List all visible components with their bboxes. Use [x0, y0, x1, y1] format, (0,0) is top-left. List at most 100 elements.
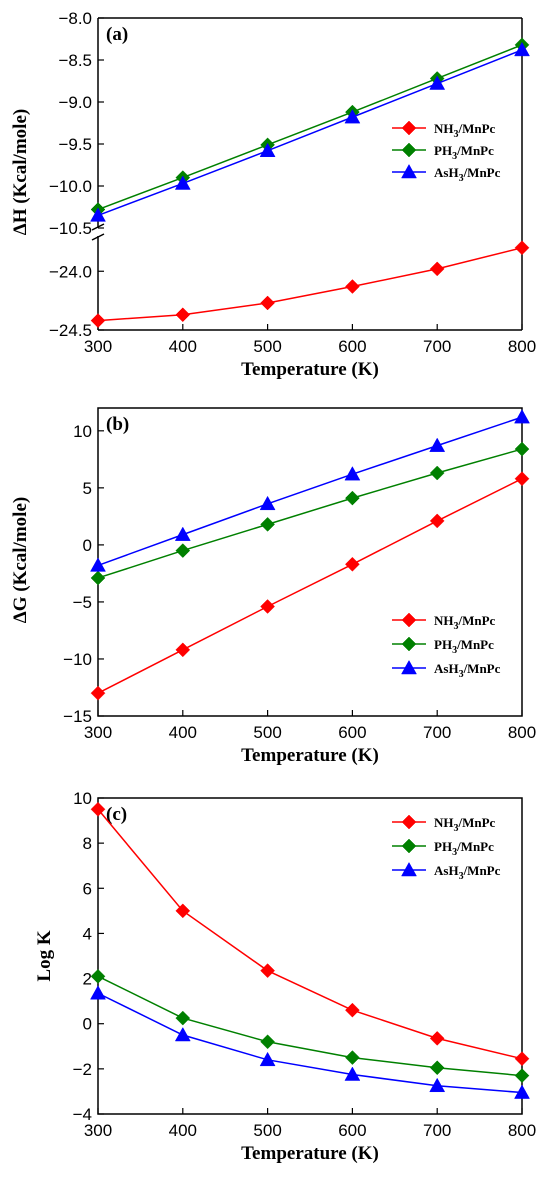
data-point-ph3 [514, 441, 530, 457]
x-tick-label: 500 [253, 337, 281, 356]
legend-marker-ash3 [401, 861, 417, 877]
data-point-ash3 [514, 41, 530, 57]
x-tick-label: 600 [338, 1121, 366, 1140]
x-tick-label: 800 [508, 1121, 536, 1140]
panel-label: (b) [106, 414, 129, 435]
y-tick-label: −9.5 [58, 135, 92, 154]
legend-marker-nh3 [401, 120, 417, 136]
x-tick-label: 400 [169, 337, 197, 356]
y-tick-label: 8 [83, 834, 92, 853]
y-tick-label: −10 [63, 650, 92, 669]
y-axis-title: ΔG (Kcal/mole) [10, 497, 31, 623]
data-point-nh3 [429, 261, 445, 277]
y-tick-label: −5 [73, 593, 92, 612]
data-point-ash3 [174, 526, 191, 541]
data-point-nh3 [345, 1002, 360, 1018]
legend-label-ash3: AsH3/MnPc [434, 165, 501, 184]
y-tick-label: −4 [73, 1105, 92, 1124]
axis-break-mark [91, 223, 105, 231]
data-point-ph3 [90, 968, 106, 984]
data-point-ash3 [90, 557, 106, 572]
data-point-nh3 [514, 1051, 530, 1067]
legend-marker-ph3 [401, 142, 417, 158]
y-tick-label: −24.0 [49, 262, 92, 281]
x-axis-title: Temperature (K) [241, 745, 379, 766]
data-point-nh3 [429, 1031, 445, 1046]
x-tick-label: 700 [423, 723, 451, 742]
data-point-ph3 [175, 543, 191, 558]
data-point-ash3 [174, 175, 191, 190]
y-tick-label: −24.5 [49, 321, 92, 340]
data-point-ph3 [429, 1060, 445, 1076]
legend-marker-ph3 [401, 838, 417, 854]
data-point-nh3 [345, 556, 360, 572]
y-tick-label: 4 [83, 924, 92, 943]
data-point-ash3 [259, 142, 276, 157]
x-tick-label: 700 [423, 337, 451, 356]
x-axis-title: Temperature (K) [241, 1143, 379, 1164]
y-tick-label: 6 [83, 879, 92, 898]
data-point-nh3 [175, 642, 191, 658]
panel-c: −4 −2 0 2 4 6 8 10 300 400 500 600 700 800 Temperature… [34, 789, 536, 1164]
x-tick-label: 800 [508, 337, 536, 356]
legend-label-ash3: AsH3/MnPc [434, 863, 501, 882]
series-line-nh3 [97, 478, 523, 694]
data-point-ash3 [174, 1026, 191, 1042]
legend-marker-nh3 [401, 612, 417, 628]
x-tick-label: 600 [338, 337, 366, 356]
series-line-ph3 [97, 44, 523, 211]
y-tick-label: −8.0 [58, 9, 92, 28]
series-line-nh3 [97, 808, 523, 1060]
data-point-ash3 [429, 437, 446, 452]
data-point-ash3 [514, 1084, 530, 1099]
x-tick-label: 300 [84, 723, 112, 742]
data-point-ash3 [259, 495, 276, 511]
data-point-ph3 [429, 465, 445, 481]
x-tick-label: 400 [169, 1121, 197, 1140]
x-tick-label: 400 [169, 723, 197, 742]
data-point-nh3 [260, 963, 275, 979]
data-point-nh3 [90, 801, 106, 817]
legend-marker-ph3 [401, 636, 417, 652]
y-tick-label: −2 [73, 1060, 92, 1079]
data-point-ash3 [90, 207, 106, 222]
legend-label-nh3: NH3/MnPc [434, 121, 496, 140]
series-line-ash3 [97, 49, 523, 217]
y-tick-label: 0 [83, 1015, 92, 1034]
x-tick-label: 500 [253, 1121, 281, 1140]
data-point-nh3 [90, 685, 106, 701]
series-line-ph3 [97, 975, 523, 1077]
legend-label-ash3: AsH3/MnPc [434, 661, 501, 680]
legend-label-nh3: NH3/MnPc [434, 613, 496, 632]
x-tick-label: 600 [338, 723, 366, 742]
data-point-nh3 [175, 903, 191, 919]
series-line-ph3 [97, 448, 523, 579]
series-line-nh3 [97, 247, 523, 322]
data-point-nh3 [514, 471, 530, 487]
data-point-nh3 [429, 513, 445, 529]
data-point-ash3 [90, 985, 106, 1000]
legend-label-ph3: PH3/MnPc [434, 143, 494, 162]
series-line-ash3 [97, 416, 523, 567]
y-tick-label: −9.0 [58, 93, 92, 112]
data-point-ph3 [175, 1010, 191, 1026]
panel-label: (c) [106, 804, 127, 825]
y-tick-label: 2 [83, 970, 92, 989]
data-point-nh3 [90, 313, 106, 328]
legend-marker-ash3 [401, 659, 417, 675]
series-line-ash3 [97, 992, 523, 1094]
data-point-nh3 [260, 599, 275, 614]
x-tick-label: 800 [508, 723, 536, 742]
data-point-nh3 [345, 279, 360, 294]
y-axis-title: ΔH (Kcal/mole) [10, 109, 31, 235]
data-point-ph3 [514, 1068, 530, 1083]
data-point-ash3 [344, 1066, 361, 1081]
panel-b: −15 −10 −5 0 5 10 300 400 500 600 700 800 Temperatur… [10, 407, 536, 766]
plot-frame [97, 797, 523, 1115]
y-axis-title: Log K [34, 930, 55, 981]
x-tick-label: 300 [84, 1121, 112, 1140]
legend-label-ph3: PH3/MnPc [434, 637, 494, 656]
legend-marker-nh3 [401, 814, 417, 830]
data-point-ph3 [260, 1034, 275, 1050]
